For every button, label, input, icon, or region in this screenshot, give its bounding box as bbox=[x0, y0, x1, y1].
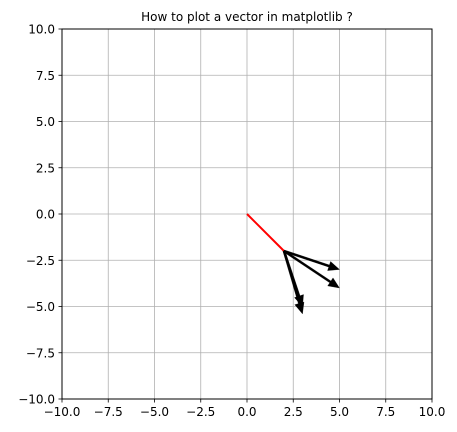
y-tick-label: 2.5 bbox=[36, 161, 55, 175]
x-tick-label: 2.5 bbox=[284, 405, 303, 419]
red-line bbox=[246, 213, 285, 252]
chart-title: How to plot a vector in matplotlib ? bbox=[141, 10, 353, 24]
y-tick-label: 5.0 bbox=[36, 115, 55, 129]
x-tick-label: −5.0 bbox=[140, 405, 169, 419]
plot-area bbox=[246, 213, 340, 315]
y-tick-label: 0.0 bbox=[36, 208, 55, 222]
x-tick-label: 0.0 bbox=[237, 405, 256, 419]
y-tick-label: 7.5 bbox=[36, 69, 55, 83]
vector-arrow bbox=[283, 249, 340, 289]
y-tick-label: −5.0 bbox=[26, 300, 55, 314]
vector-arrow bbox=[282, 250, 305, 315]
y-tick-label: −2.5 bbox=[26, 254, 55, 268]
y-tick-label: −10.0 bbox=[18, 393, 55, 407]
vector-arrow bbox=[283, 249, 340, 271]
axis-ticks: −10.0 −7.5 −5.0 −2.5 0.0 2.5 5.0 7.5 10.0 10.0 7.5… bbox=[18, 23, 445, 420]
y-tick-label: 10.0 bbox=[28, 23, 55, 37]
y-tick-label: −7.5 bbox=[26, 346, 55, 360]
x-tick-label: 5.0 bbox=[330, 405, 349, 419]
x-tick-label: 7.5 bbox=[376, 405, 395, 419]
x-tick-label: 10.0 bbox=[419, 405, 446, 419]
x-tick-label: −2.5 bbox=[186, 405, 215, 419]
x-tick-label: −7.5 bbox=[94, 405, 123, 419]
x-tick-label: −10.0 bbox=[44, 405, 81, 419]
